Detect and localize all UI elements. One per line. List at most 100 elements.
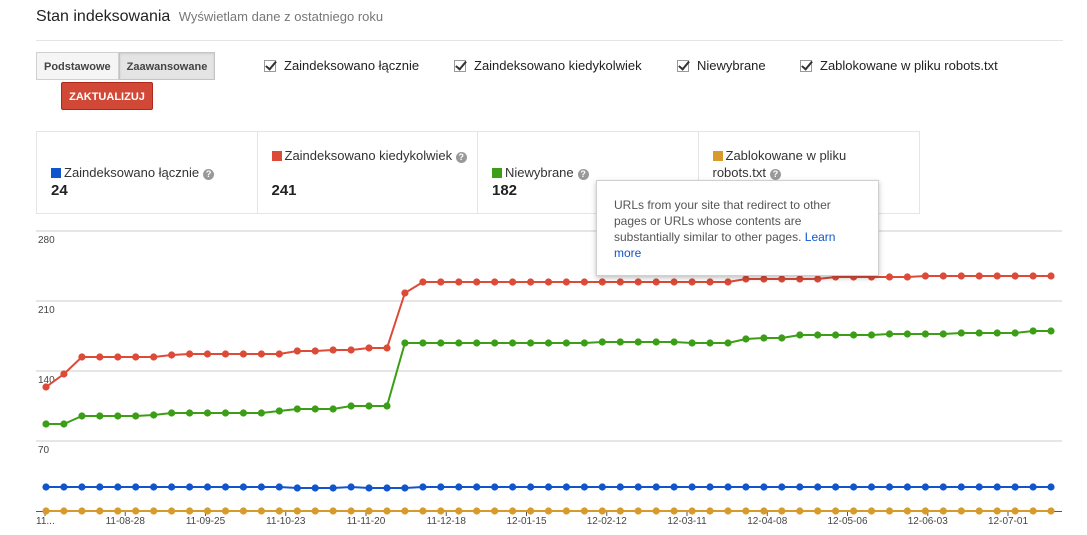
data-point [814,331,822,339]
data-point [832,331,840,339]
data-point [275,407,283,415]
data-point [527,507,535,515]
data-point [114,353,122,361]
data-point [760,275,768,283]
checkbox-checked-icon[interactable] [800,59,812,72]
data-point [455,339,463,347]
data-point [1047,272,1055,280]
data-point [293,405,301,413]
checkbox-indexed-total[interactable]: Zaindeksowano łącznie [264,58,419,73]
data-point [975,507,983,515]
data-point [670,278,678,286]
data-point [993,272,1001,280]
data-point [1029,327,1037,335]
data-point [742,275,750,283]
data-point [850,483,858,491]
x-tick-label: 11-12-18 [427,516,467,527]
data-point [939,330,947,338]
data-point [347,483,355,491]
data-point [508,278,517,286]
data-point [670,338,678,346]
data-point [580,339,589,347]
data-point [491,339,499,347]
data-point [150,507,158,515]
data-point [455,507,463,515]
data-point [221,483,230,491]
data-point [544,339,553,347]
data-point [616,483,624,491]
data-point [832,483,840,491]
data-point [96,483,104,491]
checkbox-robots-blocked[interactable]: Zablokowane w pliku robots.txt [800,58,998,73]
checkbox-not-selected[interactable]: Niewybrane [677,58,766,73]
data-point [796,507,804,515]
data-point [778,483,786,491]
data-point [652,483,660,491]
data-point [311,484,319,492]
data-point [203,409,212,417]
x-tick-label: 12-01-15 [506,516,546,527]
data-point [508,507,517,515]
data-point [96,353,104,361]
data-point [311,405,319,413]
data-point [347,402,355,410]
data-point [186,409,194,417]
data-point [1029,272,1037,280]
data-point [562,278,571,286]
data-point [903,507,912,515]
data-point [975,483,983,491]
data-point [42,420,50,428]
data-point [311,507,319,515]
data-point [401,339,409,347]
help-icon[interactable]: ? [577,169,589,180]
data-point [491,278,499,286]
data-point [239,409,247,417]
learn-more-link[interactable]: Learn more [614,230,836,260]
data-point [329,405,337,413]
data-point [957,483,965,491]
data-point [885,507,894,515]
data-point [670,483,678,491]
data-point [383,507,391,515]
data-point [473,278,481,286]
data-point [957,329,965,337]
help-icon[interactable]: ? [769,169,781,180]
card-indexed-total: Zaindeksowano łącznie? 24 [37,132,258,213]
data-point [1011,483,1019,491]
help-icon[interactable]: ? [455,152,467,163]
help-icon[interactable]: ? [203,169,215,180]
data-point [78,412,86,420]
tab-advanced[interactable]: Zaawansowane [118,52,216,80]
checkbox-checked-icon[interactable] [264,59,276,72]
data-point [706,339,714,347]
data-point [724,507,732,515]
checkbox-checked-icon[interactable] [677,59,689,72]
y-tick-label: 280 [38,235,55,246]
data-point [957,507,965,515]
data-point [419,278,427,286]
data-point [903,483,912,491]
card-label: Niewybrane [505,165,574,180]
x-tick-label: 12-07-01 [988,516,1028,527]
checkbox-label: Zaindeksowano łącznie [284,58,420,73]
checkbox-checked-icon[interactable] [454,59,466,72]
data-point [1047,327,1055,335]
data-point [903,330,912,338]
data-point [867,483,876,491]
data-point [437,507,445,515]
data-point [329,346,337,354]
data-point [239,483,247,491]
data-point [544,507,553,515]
data-point [293,507,301,515]
data-point [186,483,194,491]
data-point [939,483,947,491]
y-tick-label: 210 [38,305,55,316]
data-point [203,350,212,358]
checkbox-ever-indexed[interactable]: Zaindeksowano kiedykolwiek [454,58,642,73]
data-point [168,409,176,417]
tab-basic[interactable]: Podstawowe [36,52,119,80]
card-value: 241 [271,182,297,199]
data-point [419,339,427,347]
y-tick-label: 70 [38,445,50,456]
update-button[interactable]: ZAKTUALIZUJ [61,82,153,110]
